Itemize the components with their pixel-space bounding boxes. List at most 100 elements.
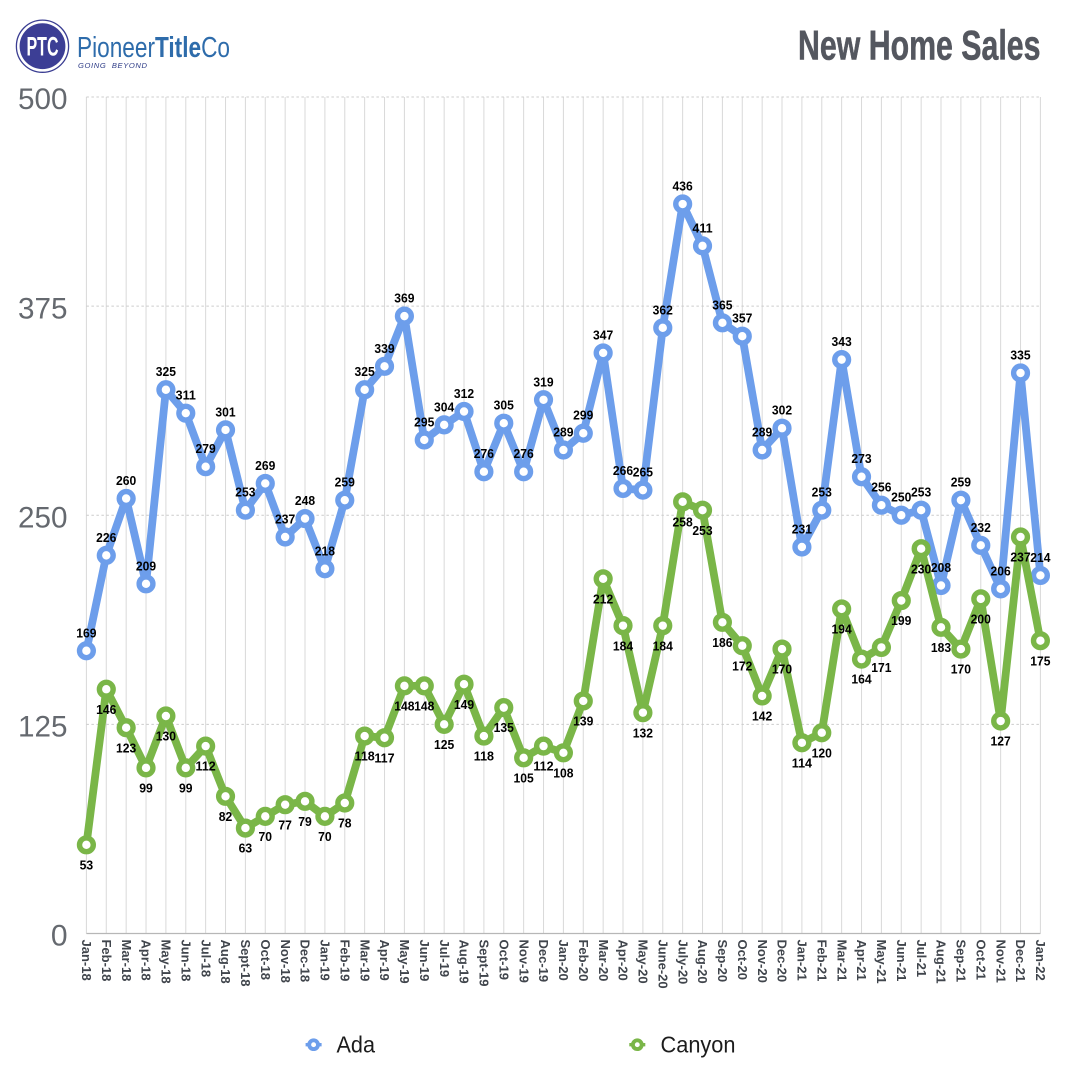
svg-text:347: 347: [593, 327, 613, 342]
svg-text:Jul-21: Jul-21: [914, 940, 929, 978]
svg-text:411: 411: [692, 220, 712, 235]
svg-text:273: 273: [851, 451, 871, 466]
svg-text:209: 209: [136, 558, 156, 573]
svg-text:183: 183: [931, 640, 951, 655]
svg-text:Apr-19: Apr-19: [377, 940, 392, 981]
svg-text:343: 343: [832, 334, 852, 349]
svg-text:Dec-18: Dec-18: [298, 940, 313, 983]
svg-text:237: 237: [275, 511, 295, 526]
svg-text:May-20: May-20: [636, 940, 651, 984]
svg-text:289: 289: [752, 424, 772, 439]
svg-text:Feb-18: Feb-18: [99, 940, 114, 982]
svg-text:130: 130: [156, 729, 176, 744]
svg-text:231: 231: [792, 522, 812, 537]
svg-text:GOING BEYOND: GOING BEYOND: [78, 61, 148, 70]
svg-text:Canyon: Canyon: [661, 1032, 736, 1058]
svg-text:120: 120: [812, 745, 832, 760]
svg-text:105: 105: [514, 770, 534, 785]
svg-text:365: 365: [712, 297, 732, 312]
svg-text:212: 212: [593, 591, 613, 606]
svg-text:Oct-21: Oct-21: [973, 940, 988, 980]
svg-text:Sep-21: Sep-21: [954, 940, 969, 983]
svg-text:99: 99: [179, 780, 193, 795]
svg-text:118: 118: [474, 749, 494, 764]
svg-text:Jan-19: Jan-19: [318, 940, 333, 981]
svg-text:139: 139: [573, 714, 593, 729]
svg-text:132: 132: [633, 725, 653, 740]
svg-text:70: 70: [318, 829, 332, 844]
svg-text:305: 305: [494, 398, 514, 413]
svg-text:Aug-19: Aug-19: [457, 940, 472, 984]
svg-text:Mar-21: Mar-21: [834, 940, 849, 982]
svg-text:295: 295: [414, 414, 434, 429]
svg-text:184: 184: [613, 638, 634, 653]
svg-text:Apr-21: Apr-21: [854, 940, 869, 981]
svg-text:Nov-20: Nov-20: [755, 940, 770, 983]
svg-text:Dec-21: Dec-21: [1013, 940, 1028, 983]
svg-text:170: 170: [951, 662, 971, 677]
svg-text:172: 172: [732, 658, 752, 673]
svg-text:Nov-18: Nov-18: [278, 940, 293, 983]
svg-text:311: 311: [176, 388, 196, 403]
svg-text:362: 362: [653, 302, 673, 317]
svg-text:Jan-21: Jan-21: [795, 940, 810, 981]
svg-text:Jun-19: Jun-19: [417, 940, 432, 982]
svg-text:New Home Sales: New Home Sales: [798, 22, 1041, 69]
svg-text:279: 279: [196, 441, 216, 456]
svg-text:237: 237: [1010, 550, 1030, 565]
svg-text:Mar-19: Mar-19: [357, 940, 372, 982]
svg-text:199: 199: [891, 613, 911, 628]
svg-text:339: 339: [374, 341, 394, 356]
svg-text:335: 335: [1010, 348, 1030, 363]
svg-text:Ada: Ada: [337, 1032, 376, 1058]
svg-text:125: 125: [434, 737, 454, 752]
svg-text:269: 269: [255, 458, 275, 473]
svg-text:118: 118: [355, 749, 375, 764]
svg-text:230: 230: [911, 561, 931, 576]
svg-text:July-20: July-20: [675, 940, 690, 985]
svg-text:253: 253: [911, 485, 931, 500]
svg-text:175: 175: [1030, 653, 1050, 668]
svg-text:0: 0: [51, 920, 68, 953]
svg-text:312: 312: [454, 386, 474, 401]
svg-text:Dec-20: Dec-20: [775, 940, 790, 983]
svg-text:Oct-18: Oct-18: [258, 940, 273, 980]
svg-text:99: 99: [139, 780, 153, 795]
svg-text:Sept-18: Sept-18: [238, 940, 253, 987]
svg-text:Jun-21: Jun-21: [894, 940, 909, 982]
svg-text:436: 436: [673, 179, 693, 194]
svg-text:164: 164: [851, 672, 872, 687]
svg-text:June-20: June-20: [655, 940, 670, 989]
svg-text:259: 259: [951, 475, 971, 490]
svg-text:Jan-20: Jan-20: [556, 940, 571, 981]
svg-text:53: 53: [80, 857, 94, 872]
svg-text:206: 206: [991, 563, 1011, 578]
svg-text:PTC: PTC: [27, 32, 59, 62]
svg-text:125: 125: [18, 711, 68, 744]
svg-text:214: 214: [1030, 550, 1051, 565]
svg-text:260: 260: [116, 473, 136, 488]
svg-text:148: 148: [414, 698, 434, 713]
svg-text:Jan-18: Jan-18: [79, 940, 94, 981]
svg-text:Jan-22: Jan-22: [1033, 940, 1048, 981]
svg-text:194: 194: [832, 622, 853, 637]
svg-text:302: 302: [772, 403, 792, 418]
svg-text:79: 79: [298, 814, 312, 829]
svg-text:112: 112: [533, 759, 553, 774]
svg-text:148: 148: [394, 698, 414, 713]
svg-text:Feb-19: Feb-19: [337, 940, 352, 982]
svg-text:186: 186: [712, 635, 732, 650]
svg-text:250: 250: [18, 501, 68, 534]
svg-text:82: 82: [219, 809, 233, 824]
svg-text:369: 369: [394, 291, 414, 306]
svg-text:Jul-18: Jul-18: [198, 940, 213, 978]
svg-text:114: 114: [792, 755, 813, 770]
svg-text:169: 169: [76, 625, 96, 640]
svg-text:266: 266: [613, 463, 633, 478]
svg-text:Aug-18: Aug-18: [218, 940, 233, 984]
svg-text:149: 149: [454, 697, 474, 712]
svg-text:259: 259: [335, 475, 355, 490]
svg-text:Feb-20: Feb-20: [576, 940, 591, 982]
svg-text:Mar-18: Mar-18: [119, 940, 134, 982]
svg-text:171: 171: [871, 660, 891, 675]
